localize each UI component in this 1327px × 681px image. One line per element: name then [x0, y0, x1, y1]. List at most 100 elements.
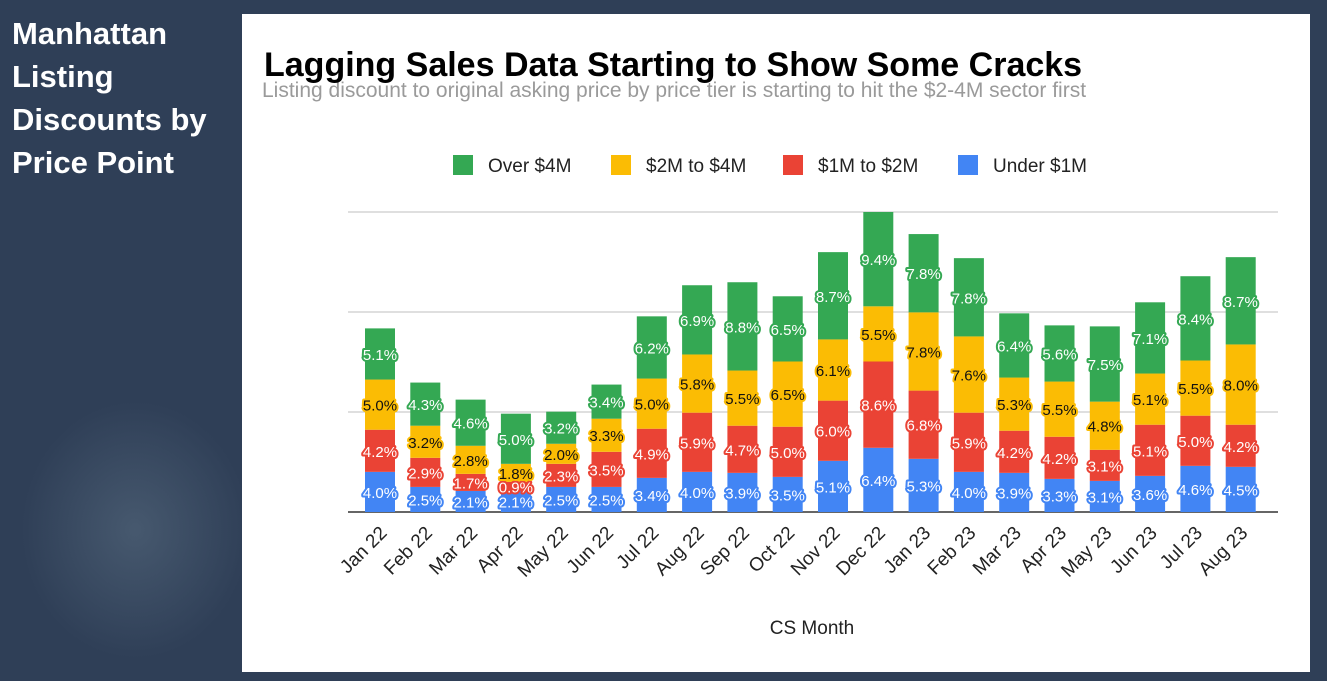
data-label: 4.0% [680, 485, 714, 502]
bar-segment [953, 412, 984, 472]
data-label: 5.0% [499, 432, 533, 449]
bar-segment [410, 425, 441, 458]
bar-segment [455, 473, 486, 491]
bar-segment [410, 382, 441, 426]
bar-segment [546, 443, 577, 464]
bar-segment [636, 316, 667, 379]
data-label: 5.5% [861, 327, 895, 344]
data-label: 9.4% [861, 252, 895, 269]
bar-segment [999, 377, 1030, 431]
data-label: 5.0% [635, 397, 669, 414]
x-tick-label: Feb 23 [924, 523, 981, 580]
legend-swatch [958, 155, 978, 175]
bar-segment [546, 463, 577, 487]
data-label: 6.4% [997, 338, 1031, 355]
data-label: 4.0% [363, 485, 397, 502]
data-label: 8.0% [1224, 378, 1258, 395]
data-label: 3.5% [771, 487, 805, 504]
x-tick-label: Mar 22 [425, 523, 482, 580]
bar-segment [591, 486, 622, 512]
bar-segment [1225, 344, 1256, 425]
legend-swatch [783, 155, 803, 175]
bar-segment [818, 252, 848, 340]
data-label: 5.5% [725, 391, 759, 408]
bar-segment [1089, 480, 1120, 512]
data-label: 5.3% [997, 397, 1031, 414]
bar-segment [682, 354, 713, 413]
legend-swatch [611, 155, 631, 175]
bar-segment [1044, 478, 1075, 512]
bar-segment [953, 336, 984, 413]
bar-segment [591, 418, 622, 452]
data-label: 6.0% [816, 424, 850, 441]
bar-segment [365, 429, 395, 472]
data-label: 5.6% [1042, 346, 1076, 363]
data-label: 7.8% [906, 266, 940, 283]
data-label: 4.2% [363, 444, 397, 461]
data-label: 6.8% [906, 418, 940, 435]
data-label: 5.1% [1133, 392, 1167, 409]
data-label: 4.0% [952, 485, 986, 502]
data-label: 6.1% [816, 363, 850, 380]
bar-segment [772, 476, 803, 512]
x-tick-label: May 22 [514, 523, 573, 582]
data-label: 8.4% [1178, 311, 1212, 328]
bar-segment [863, 361, 894, 448]
x-tick-label: Jan 22 [336, 523, 391, 578]
bar-segment [455, 445, 486, 474]
data-label: 6.9% [680, 313, 714, 330]
bar-segment [863, 447, 894, 512]
data-label: 3.5% [589, 462, 623, 479]
x-tick-label: Feb 22 [380, 523, 437, 580]
bar-segment [908, 312, 939, 391]
bar-segment [365, 471, 395, 512]
bar-segment [365, 379, 395, 430]
data-label: 8.8% [725, 319, 759, 336]
x-tick-label: Jun 22 [563, 523, 618, 578]
bar-segment [908, 390, 939, 459]
sidebar-title-line: Discounts by [12, 102, 207, 137]
legend-label: Over $4M [488, 156, 571, 177]
bar-segment [682, 471, 713, 512]
data-label: 8.7% [816, 289, 850, 306]
data-label: 2.1% [499, 494, 533, 511]
data-label: 4.2% [997, 445, 1031, 462]
data-label: 3.4% [635, 488, 669, 505]
chart-subtitle: Listing discount to original asking pric… [262, 79, 1087, 102]
data-label: 5.9% [952, 435, 986, 452]
sidebar-title-line: Listing [12, 59, 114, 94]
data-label: 3.2% [408, 435, 442, 452]
bar-segment [365, 328, 395, 380]
x-tick-label: Jun 23 [1106, 523, 1161, 578]
bar-segment [1135, 302, 1166, 374]
data-label: 8.7% [1224, 294, 1258, 311]
bar-segment [908, 458, 939, 512]
data-label: 6.5% [771, 322, 805, 339]
data-label: 5.0% [1178, 434, 1212, 451]
bar-segment [636, 477, 667, 512]
bar-segment [1089, 449, 1120, 481]
data-label: 4.5% [1224, 482, 1258, 499]
data-label: 7.8% [906, 344, 940, 361]
data-label: 3.4% [589, 395, 623, 412]
x-tick-label: May 23 [1057, 523, 1116, 582]
bar-segment [1180, 465, 1211, 512]
data-label: 3.3% [1042, 488, 1076, 505]
bar-segment [1180, 360, 1211, 416]
data-label: 2.8% [453, 453, 487, 470]
bar-segment [546, 411, 577, 444]
bar-segment [682, 285, 713, 355]
bar-segment [953, 471, 984, 512]
bar-segment [727, 472, 758, 512]
sidebar-title-line: Manhattan [12, 16, 167, 51]
data-label: 3.2% [544, 421, 578, 438]
bar-segment [591, 451, 622, 487]
bar-segment [863, 212, 894, 307]
bar-segment [636, 378, 667, 429]
data-label: 3.1% [1088, 458, 1122, 475]
x-tick-label: Aug 22 [651, 523, 708, 580]
data-label: 5.0% [771, 445, 805, 462]
data-label: 4.6% [1178, 482, 1212, 499]
bar-segment [1225, 257, 1256, 345]
